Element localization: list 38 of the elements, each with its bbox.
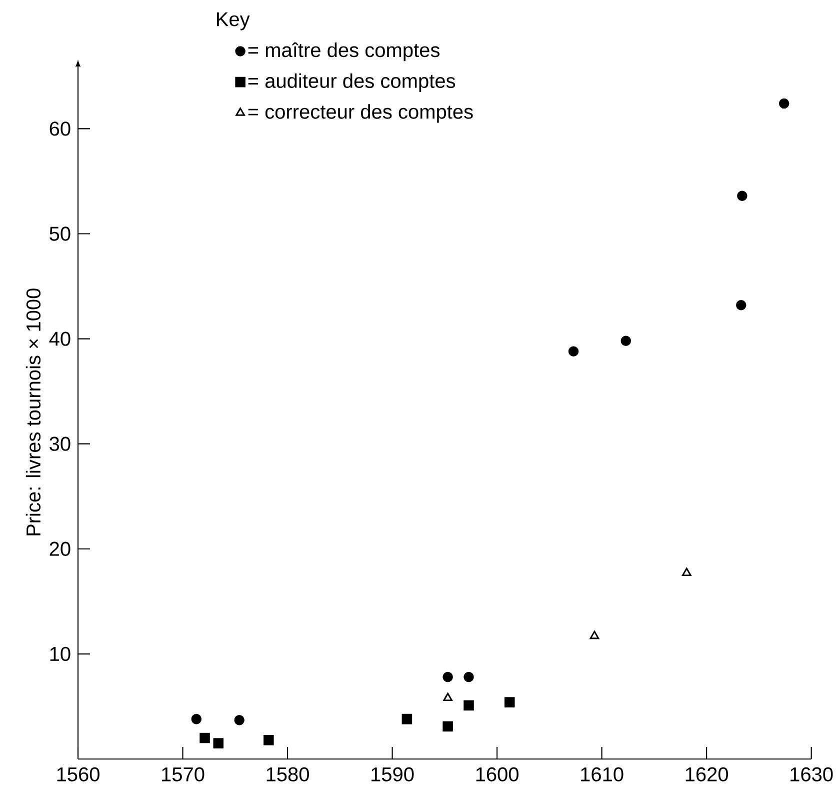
point (682, 568, 692, 576)
legend-label: = correcteur des comptes (248, 104, 473, 123)
point (568, 346, 579, 357)
point (264, 734, 274, 746)
legend-title: Key (217, 12, 250, 30)
y-tick-label: 10 (50, 646, 70, 662)
point (200, 732, 210, 744)
point (504, 697, 515, 708)
point (442, 672, 453, 682)
x-tick-label: 1610 (581, 767, 624, 782)
y-tick-label: 30 (50, 436, 70, 451)
point (191, 714, 202, 724)
point (778, 98, 790, 109)
point (442, 721, 453, 732)
legend-label: = auditeur des comptes (248, 73, 456, 92)
y-tick-label: 50 (50, 226, 70, 241)
point (213, 738, 224, 748)
point (402, 714, 412, 724)
point (234, 714, 244, 726)
x-tick-label: 1580 (266, 767, 309, 782)
x-tick-label: 1560 (57, 767, 100, 782)
x-tick-label: 1590 (372, 767, 414, 782)
y-tick-label: 20 (50, 542, 70, 556)
point (590, 630, 600, 640)
point (464, 672, 474, 682)
legend-label: = maître des comptes (248, 42, 440, 62)
point (620, 336, 632, 346)
x-tick-label: 1570 (162, 767, 204, 782)
y-tick-label: 60 (50, 122, 70, 136)
point (737, 190, 748, 202)
y-tick-label: 40 (49, 332, 70, 346)
x-tick-label: 1620 (686, 767, 728, 782)
y-axis-title: Price: livres tournois × 1000 (26, 288, 41, 536)
point (464, 700, 474, 711)
point (443, 692, 452, 702)
x-tick-label: 1600 (476, 767, 518, 782)
point (736, 300, 746, 310)
x-tick-label: 1630 (790, 767, 833, 782)
